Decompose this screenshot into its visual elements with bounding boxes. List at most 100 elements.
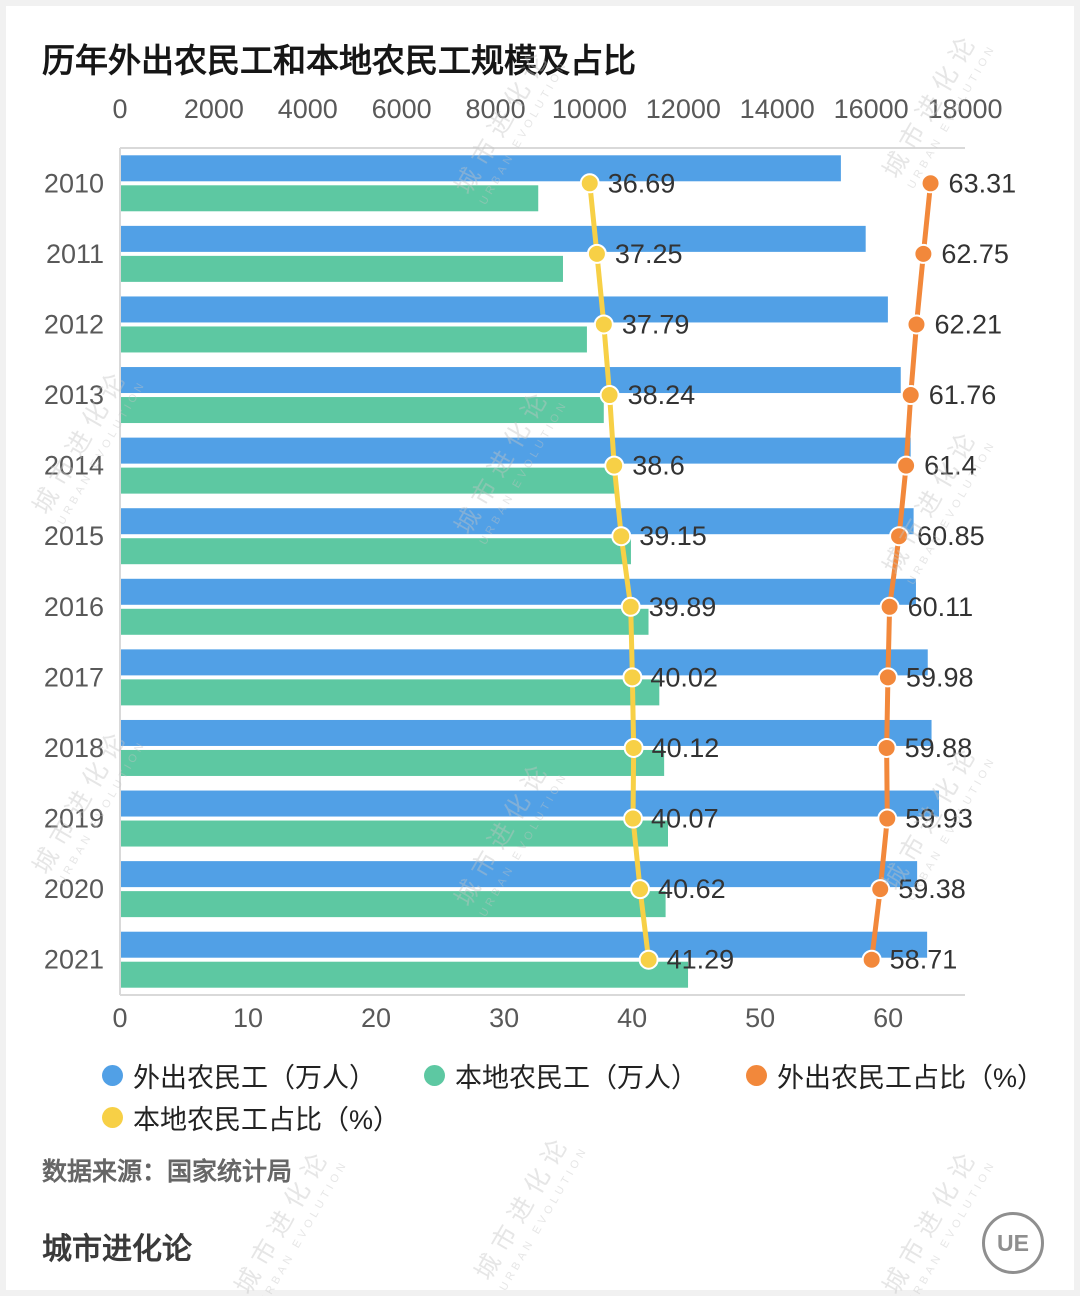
pct-value-label: 36.69 bbox=[608, 168, 676, 198]
value-axis-tick-label: 12000 bbox=[646, 94, 721, 124]
bar-away-workers bbox=[121, 861, 918, 888]
pct-dot-yellow bbox=[586, 243, 607, 264]
legend-dot-green bbox=[424, 1064, 445, 1086]
bar-away-workers bbox=[121, 931, 928, 958]
pct-dot-orange bbox=[896, 455, 917, 476]
year-label: 2020 bbox=[44, 874, 104, 904]
year-label: 2015 bbox=[44, 521, 104, 551]
pct-dot-orange bbox=[900, 385, 921, 406]
bar-local-workers bbox=[121, 326, 587, 353]
pct-value-label: 59.88 bbox=[905, 733, 973, 763]
legend-item: 外出农民工（万人） bbox=[102, 1058, 376, 1093]
legend-label: 外出农民工占比（%） bbox=[777, 1062, 1045, 1093]
pct-value-label: 40.07 bbox=[651, 804, 719, 834]
pct-dot-yellow bbox=[638, 949, 659, 970]
bar-local-workers bbox=[121, 255, 563, 282]
pct-dot-yellow bbox=[579, 173, 600, 194]
pct-value-label: 61.4 bbox=[924, 451, 977, 481]
pct-value-label: 63.31 bbox=[949, 168, 1017, 198]
bar-local-workers bbox=[121, 538, 631, 565]
pct-value-label: 37.25 bbox=[615, 239, 683, 269]
watermark-text-cn: 城市进化论 bbox=[469, 1128, 577, 1285]
pct-dot-orange bbox=[906, 314, 927, 335]
watermark-text-en: URBAN EVOLUTION bbox=[497, 1143, 591, 1294]
value-axis-tick-label: 16000 bbox=[834, 94, 909, 124]
year-label: 2016 bbox=[44, 592, 104, 622]
pct-value-label: 60.11 bbox=[908, 592, 974, 622]
chart-plot: 0 2000 4000 6000 8000 10000 12000 14000 16000 180… bbox=[44, 94, 1017, 1033]
pct-value-label: 59.38 bbox=[898, 874, 966, 904]
pct-dot-yellow bbox=[623, 737, 644, 758]
pct-dot-orange bbox=[879, 596, 900, 617]
pct-dot-orange bbox=[877, 808, 898, 829]
pct-value-label: 38.6 bbox=[632, 451, 685, 481]
pct-dot-orange bbox=[861, 949, 882, 970]
bar-local-workers bbox=[121, 185, 539, 212]
legend-dot-yellow bbox=[102, 1106, 123, 1128]
bar-away-workers bbox=[121, 437, 911, 464]
bar-away-workers bbox=[121, 296, 888, 323]
legend-label: 本地农民工占比（%） bbox=[133, 1104, 401, 1135]
pct-dot-yellow bbox=[622, 667, 643, 688]
watermark: 城市进化论 URBAN EVOLUTION bbox=[873, 1139, 999, 1296]
pct-value-label: 59.93 bbox=[905, 804, 973, 834]
year-label: 2019 bbox=[44, 804, 104, 834]
value-axis-tick-label: 18000 bbox=[927, 94, 1002, 124]
bar-away-workers bbox=[121, 649, 928, 676]
bar-local-workers bbox=[121, 891, 666, 918]
pct-dot-yellow bbox=[593, 314, 614, 335]
pct-value-label: 62.21 bbox=[934, 309, 1002, 339]
bar-local-workers bbox=[121, 608, 649, 635]
pct-dot-orange bbox=[920, 173, 941, 194]
value-axis-tick-label: 2000 bbox=[184, 94, 244, 124]
value-axis-tick-label: 10000 bbox=[552, 94, 627, 124]
brand-logo-icon: UE bbox=[982, 1212, 1044, 1274]
year-label: 2010 bbox=[44, 168, 104, 198]
legend-item: 外出农民工占比（%） bbox=[746, 1058, 1045, 1093]
pct-value-label: 40.62 bbox=[658, 874, 726, 904]
pct-line-yellow bbox=[587, 180, 652, 963]
year-label: 2017 bbox=[44, 662, 104, 692]
legend-dot-blue bbox=[102, 1064, 123, 1086]
legend-dot-orange bbox=[746, 1064, 767, 1086]
pct-dot-yellow bbox=[623, 808, 644, 829]
pct-value-label: 40.02 bbox=[650, 662, 718, 692]
year-label: 2018 bbox=[44, 733, 104, 763]
pct-value-label: 41.29 bbox=[667, 945, 735, 975]
watermark: 城市进化论 URBAN EVOLUTION bbox=[465, 1125, 591, 1293]
pct-value-label: 39.15 bbox=[639, 521, 707, 551]
bar-local-workers bbox=[121, 961, 689, 988]
value-axis-tick-label: 4000 bbox=[278, 94, 338, 124]
pct-value-label: 62.75 bbox=[941, 239, 1009, 269]
pct-line-orange bbox=[869, 180, 934, 963]
value-axis-tick-label: 0 bbox=[112, 94, 127, 124]
percent-axis-tick-label: 30 bbox=[489, 1003, 519, 1033]
bar-local-workers bbox=[121, 397, 604, 424]
watermark-text-en: URBAN EVOLUTION bbox=[905, 1157, 999, 1296]
pct-dot-yellow bbox=[604, 455, 625, 476]
percent-axis-tick-label: 20 bbox=[361, 1003, 391, 1033]
year-label: 2011 bbox=[46, 239, 104, 269]
pct-dot-yellow bbox=[611, 526, 632, 547]
pct-dot-orange bbox=[889, 526, 910, 547]
pct-value-label: 40.12 bbox=[652, 733, 720, 763]
legend-label: 本地农民工（万人） bbox=[455, 1062, 698, 1093]
legend-label: 外出农民工（万人） bbox=[133, 1062, 376, 1093]
legend-item: 本地农民工（万人） bbox=[424, 1058, 698, 1093]
bar-away-workers bbox=[121, 719, 932, 746]
value-axis-tick-label: 6000 bbox=[372, 94, 432, 124]
pct-value-label: 58.71 bbox=[890, 945, 958, 975]
year-label: 2021 bbox=[44, 945, 104, 975]
pct-value-label: 37.79 bbox=[622, 309, 690, 339]
pct-dot-orange bbox=[877, 667, 898, 688]
percent-axis-tick-label: 40 bbox=[617, 1003, 647, 1033]
percent-axis-tick-label: 50 bbox=[745, 1003, 775, 1033]
pct-value-label: 38.24 bbox=[628, 380, 696, 410]
pct-dot-yellow bbox=[630, 879, 651, 900]
legend: 外出农民工（万人） 本地农民工（万人） 外出农民工占比（%） 本地农民工占比（%） bbox=[102, 1058, 1052, 1135]
percent-axis-tick-label: 10 bbox=[233, 1003, 263, 1033]
legend-item: 本地农民工占比（%） bbox=[102, 1100, 401, 1135]
pct-value-label: 39.89 bbox=[649, 592, 717, 622]
bar-local-workers bbox=[121, 679, 660, 706]
